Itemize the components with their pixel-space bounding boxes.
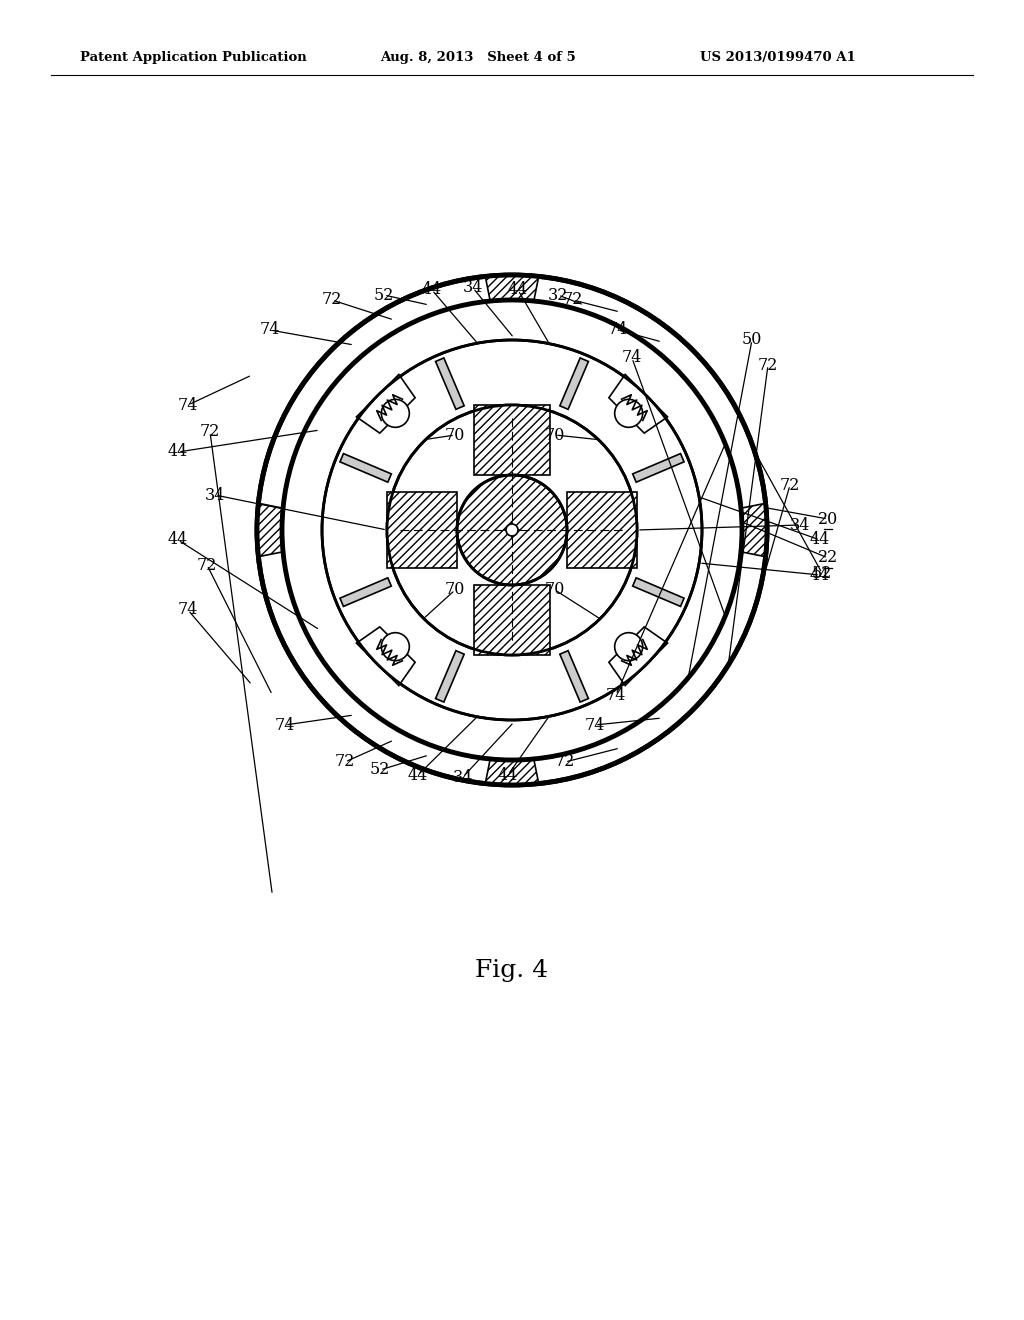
Text: 44: 44 [168,532,188,549]
Polygon shape [356,627,415,685]
Text: 44: 44 [422,281,442,298]
Text: 20: 20 [818,511,838,528]
Text: 34: 34 [205,487,225,503]
Polygon shape [560,651,589,702]
Text: 44: 44 [810,532,830,549]
Polygon shape [340,578,391,606]
Polygon shape [474,405,550,475]
Text: 74: 74 [274,717,295,734]
Text: 70: 70 [444,582,465,598]
Text: 72: 72 [200,424,220,441]
Polygon shape [387,492,457,568]
Polygon shape [356,375,415,433]
Text: 74: 74 [606,686,627,704]
Polygon shape [633,578,684,606]
Polygon shape [560,358,589,409]
Text: 72: 72 [197,557,217,573]
Circle shape [506,524,518,536]
Text: 72: 72 [758,356,778,374]
Polygon shape [633,454,684,482]
Polygon shape [435,651,464,702]
Text: 34: 34 [453,768,473,785]
Polygon shape [609,627,668,685]
Polygon shape [485,275,539,300]
Polygon shape [340,454,391,482]
Text: 72: 72 [322,292,342,309]
Text: 52: 52 [370,762,390,779]
Text: 52: 52 [812,565,833,582]
Text: 52: 52 [374,286,394,304]
Text: 72: 72 [780,477,800,494]
Circle shape [457,475,567,585]
Text: 34: 34 [790,516,810,533]
Text: 72: 72 [555,754,575,771]
Circle shape [322,341,702,719]
Text: 70: 70 [444,426,465,444]
Text: 44: 44 [508,281,528,298]
Text: Patent Application Publication: Patent Application Publication [80,51,307,65]
Polygon shape [474,585,550,655]
Text: 22: 22 [818,549,838,566]
Text: Aug. 8, 2013   Sheet 4 of 5: Aug. 8, 2013 Sheet 4 of 5 [380,51,575,65]
Text: 72: 72 [563,292,584,309]
Polygon shape [567,492,637,568]
Text: 44: 44 [408,767,428,784]
Circle shape [614,400,643,428]
Text: 70: 70 [545,426,565,444]
Text: 74: 74 [260,322,281,338]
Polygon shape [609,375,668,433]
Text: 74: 74 [608,322,628,338]
Text: 44: 44 [168,444,188,461]
Text: 50: 50 [741,331,762,348]
Text: 44: 44 [810,566,830,583]
Text: 32: 32 [548,286,568,304]
Polygon shape [742,503,767,557]
Polygon shape [485,760,539,785]
Circle shape [257,275,767,785]
Text: 72: 72 [335,754,355,771]
Text: 74: 74 [585,717,605,734]
Circle shape [387,405,637,655]
Text: 44: 44 [498,767,518,784]
Text: US 2013/0199470 A1: US 2013/0199470 A1 [700,51,856,65]
Circle shape [381,400,410,428]
Polygon shape [435,358,464,409]
Text: Fig. 4: Fig. 4 [475,958,549,982]
Polygon shape [257,503,282,557]
Text: 34: 34 [463,280,483,297]
Text: 74: 74 [622,350,642,367]
Text: 74: 74 [178,602,199,619]
Text: 74: 74 [178,396,199,413]
Circle shape [381,632,410,661]
Circle shape [614,632,643,661]
Text: 70: 70 [545,582,565,598]
